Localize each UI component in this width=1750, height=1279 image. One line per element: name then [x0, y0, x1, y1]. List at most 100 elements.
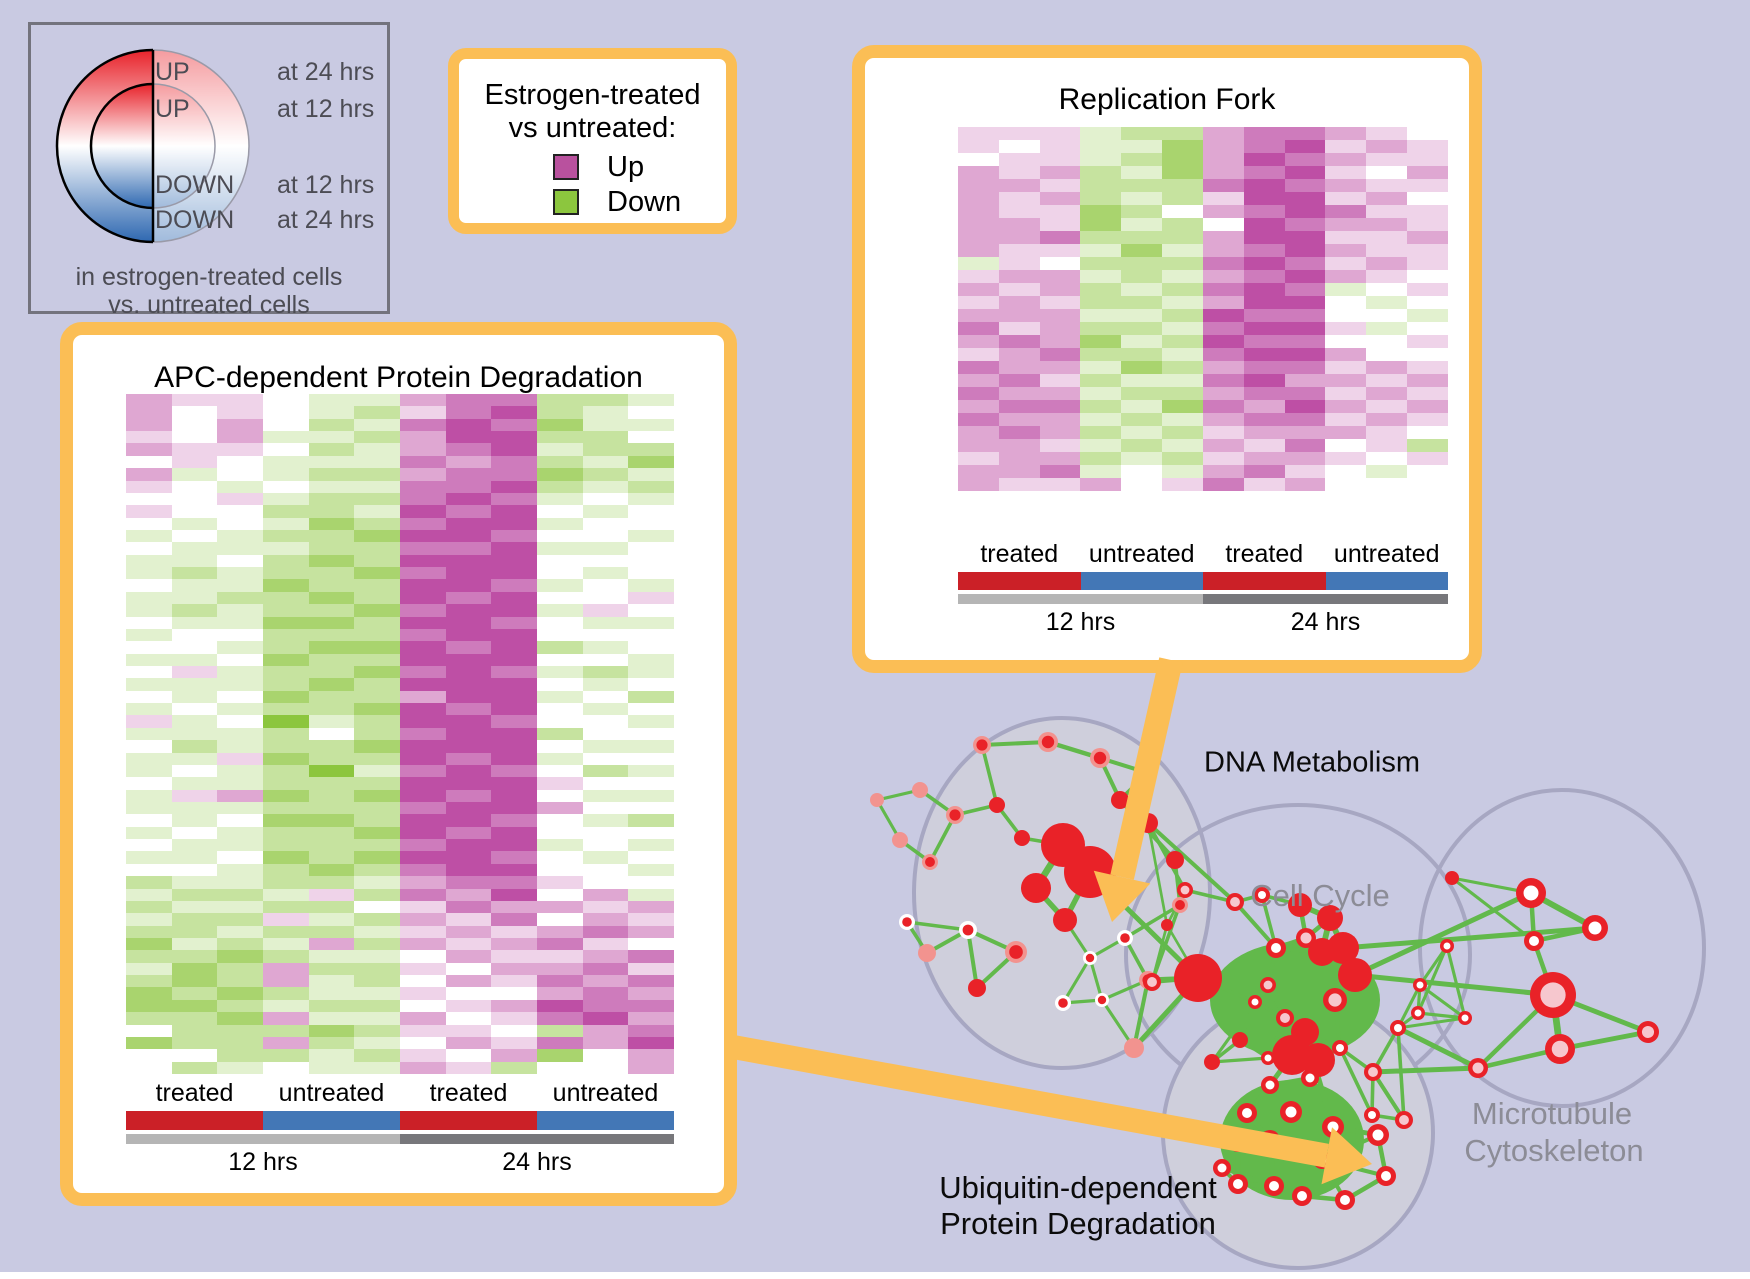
heatmap-cell	[1325, 309, 1367, 322]
heatmap-cell	[1366, 465, 1408, 478]
heatmap-cell	[1366, 166, 1408, 179]
heatmap-cell	[126, 814, 172, 827]
heatmap-cell	[1080, 413, 1122, 426]
heatmap-cell	[1121, 478, 1163, 491]
heatmap-cell	[628, 925, 674, 938]
apc-heatmap	[126, 394, 674, 1074]
heatmap-cell	[308, 641, 355, 654]
heatmap-cell	[537, 480, 583, 493]
heatmap-cell	[491, 480, 537, 493]
heatmap-cell	[1325, 257, 1367, 270]
heatmap-cell	[217, 1012, 263, 1025]
heatmap-cell	[217, 764, 263, 778]
gene-node	[1328, 993, 1342, 1007]
heatmap-cell	[628, 801, 674, 815]
heatmap-cell	[1080, 283, 1122, 296]
heatmap-cell	[491, 529, 537, 543]
heatmap-cell	[126, 579, 172, 592]
heatmap-cell	[308, 900, 355, 914]
heatmap-cell	[354, 690, 400, 704]
heatmap-cell	[1162, 257, 1203, 270]
heatmap-cell	[171, 1024, 218, 1037]
heatmap-cell	[958, 296, 999, 309]
heatmap-cell	[126, 492, 172, 506]
condition-label: treated	[1225, 540, 1304, 568]
heatmap-cell	[1202, 335, 1244, 348]
heatmap-cell	[491, 443, 537, 456]
heatmap-cell	[171, 505, 218, 518]
heatmap-cell	[400, 987, 446, 1000]
heatmap-cell	[171, 999, 218, 1013]
condition-label: untreated	[552, 1079, 659, 1107]
heatmap-cell	[491, 492, 537, 506]
heatmap-cell	[582, 975, 629, 988]
heatmap-cell	[491, 814, 537, 827]
gene-node	[1399, 1115, 1409, 1125]
heatmap-cell	[1039, 413, 1081, 426]
gene-node	[968, 979, 986, 997]
time-label: 12 hrs	[228, 1148, 298, 1176]
up-label: Up	[607, 151, 645, 183]
heatmap-cell	[308, 937, 355, 951]
heatmap-cell	[1325, 244, 1367, 257]
heatmap-cell	[1366, 192, 1408, 205]
heatmap-cell	[217, 703, 263, 716]
heatmap-cell	[217, 579, 263, 592]
heatmap-cell	[1202, 244, 1244, 257]
heatmap-cell	[171, 517, 218, 530]
heatmap-cell	[445, 888, 492, 901]
heatmap-cell	[263, 653, 309, 666]
outer-ring-outline-right	[152, 49, 250, 243]
treated-bar	[1203, 572, 1326, 590]
heatmap-cell	[1080, 231, 1122, 244]
heatmap-cell	[400, 839, 446, 852]
heatmap-cell	[126, 999, 172, 1013]
gene-node	[949, 809, 961, 821]
heatmap-cell	[958, 322, 999, 335]
network-edge	[1124, 903, 1181, 940]
gene-node	[1111, 791, 1129, 809]
heatmap-cell	[1039, 231, 1081, 244]
gene-node	[1242, 1108, 1252, 1118]
heatmap-cell	[308, 703, 355, 716]
heatmap-cell	[628, 826, 674, 840]
heatmap-cell	[537, 888, 583, 901]
heatmap-cell	[582, 480, 629, 493]
gene-node	[1014, 830, 1030, 846]
heatmap-cell	[217, 863, 263, 877]
heatmap-cell	[354, 950, 400, 963]
heatmap-cell	[445, 492, 492, 506]
heatmap-cell	[628, 480, 674, 493]
heatmap-cell	[1080, 452, 1122, 465]
heatmap-cell	[537, 950, 583, 963]
heatmap-cell	[1284, 231, 1326, 244]
heatmap-cell	[308, 801, 355, 815]
heatmap-cell	[445, 641, 492, 654]
heatmap-cell	[998, 374, 1040, 387]
apc-time-labels: 12 hrs 24 hrs	[126, 1148, 674, 1176]
heatmap-cell	[998, 166, 1040, 179]
heatmap-cell	[1162, 192, 1203, 205]
heatmap-cell	[445, 863, 492, 877]
heatmap-cell	[400, 1036, 446, 1050]
heatmap-cell	[445, 406, 492, 419]
heatmap-cell	[628, 1036, 674, 1050]
heatmap-cell	[263, 604, 309, 617]
heatmap-cell	[445, 789, 492, 802]
heatmap-cell	[263, 492, 309, 506]
heatmap-cell	[491, 406, 537, 419]
heatmap-cell	[1121, 179, 1163, 192]
heatmap-cell	[582, 1061, 629, 1074]
gene-node	[1327, 1121, 1339, 1133]
heatmap-cell	[445, 727, 492, 741]
heatmap-cell	[1243, 205, 1285, 218]
heatmap-cell	[171, 801, 218, 815]
heatmap-cell	[1121, 426, 1163, 439]
heatmap-cell	[1121, 166, 1163, 179]
heatmap-cell	[537, 789, 583, 802]
heatmap-cell	[1162, 296, 1203, 309]
gene-node	[1021, 873, 1051, 903]
heatmap-cell	[1243, 179, 1285, 192]
gene-node	[1461, 1014, 1469, 1022]
heatmap-cell	[958, 127, 999, 140]
